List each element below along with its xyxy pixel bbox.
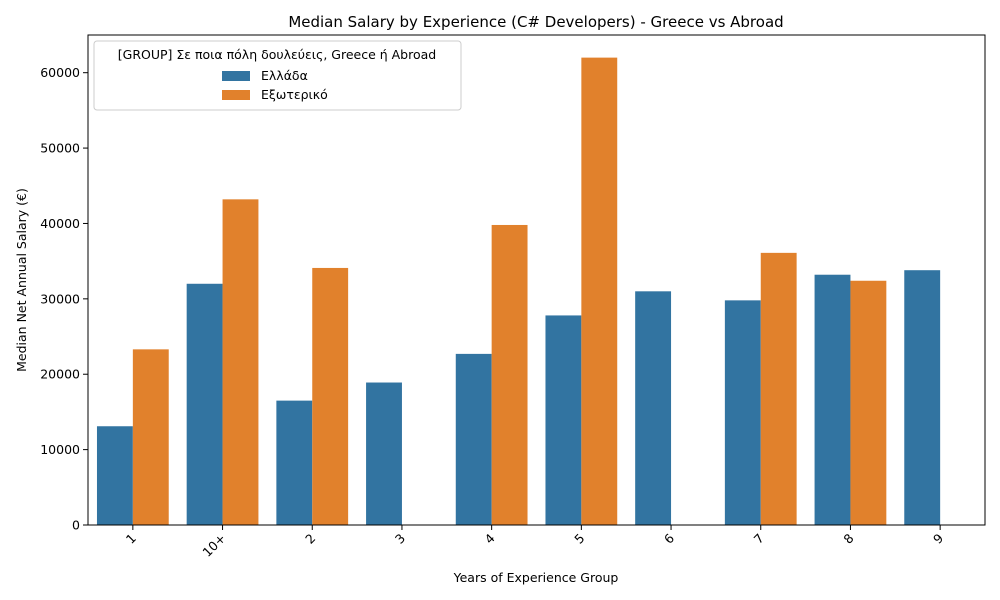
bar-greece-4 — [455, 353, 492, 525]
y-tick-label: 0 — [72, 518, 80, 533]
y-axis-label: Median Net Annual Salary (€) — [14, 188, 29, 372]
bar-greece-2 — [276, 400, 313, 525]
bar-abroad-5 — [581, 57, 618, 526]
x-tick-label: 2 — [302, 531, 318, 547]
y-axis: 0 10000 20000 30000 40000 50000 60000 — [40, 65, 88, 533]
chart-title: Median Salary by Experience (C# Develope… — [288, 13, 783, 31]
x-tick-label: 7 — [751, 531, 767, 547]
y-tick-label: 30000 — [40, 291, 80, 306]
x-tick-label: 10+ — [199, 531, 228, 560]
legend-frame — [93, 40, 462, 111]
legend-title: [GROUP] Σε ποια πόλη δουλεύεις, Greece ή… — [118, 47, 436, 62]
x-tick-label: 6 — [661, 530, 677, 546]
x-axis-label: Years of Experience Group — [453, 570, 619, 585]
y-tick-label: 10000 — [40, 442, 80, 457]
bar-greece-6 — [635, 291, 672, 525]
bar-abroad-1 — [132, 349, 169, 525]
legend: [GROUP] Σε ποια πόλη δουλεύεις, Greece ή… — [93, 40, 462, 111]
x-tick-label: 1 — [123, 531, 139, 547]
x-tick-label: 8 — [840, 530, 856, 546]
bar-greece-3 — [366, 382, 402, 525]
bars-group — [96, 57, 941, 526]
y-tick-label: 40000 — [40, 216, 80, 231]
legend-swatch — [222, 90, 250, 100]
legend-label: Εξωτερικό — [261, 87, 328, 102]
bar-abroad-4 — [491, 224, 528, 525]
bar-greece-7 — [724, 300, 761, 525]
x-tick-label: 9 — [930, 530, 946, 546]
y-tick-label: 50000 — [40, 141, 80, 156]
x-axis: 1 10+ 2 3 4 5 6 7 8 9 — [123, 525, 946, 560]
bar-greece-10+ — [186, 283, 223, 525]
x-tick-label: 3 — [392, 531, 408, 547]
y-tick-label: 20000 — [40, 367, 80, 382]
legend-items: Ελλάδα Εξωτερικό — [222, 68, 328, 102]
y-tick-label: 60000 — [40, 65, 80, 80]
bar-abroad-7 — [760, 252, 797, 526]
x-tick-label: 5 — [571, 531, 587, 547]
legend-label: Ελλάδα — [261, 68, 308, 83]
bar-greece-8 — [814, 274, 851, 525]
x-tick-label: 4 — [482, 530, 498, 546]
bar-abroad-8 — [850, 280, 887, 525]
bar-greece-5 — [545, 315, 582, 525]
plot-frame — [87, 34, 986, 526]
bar-abroad-10+ — [222, 199, 259, 525]
legend-swatch — [222, 71, 250, 81]
bar-greece-9 — [904, 270, 941, 525]
bar-abroad-2 — [312, 267, 349, 525]
bar-greece-1 — [96, 426, 133, 525]
